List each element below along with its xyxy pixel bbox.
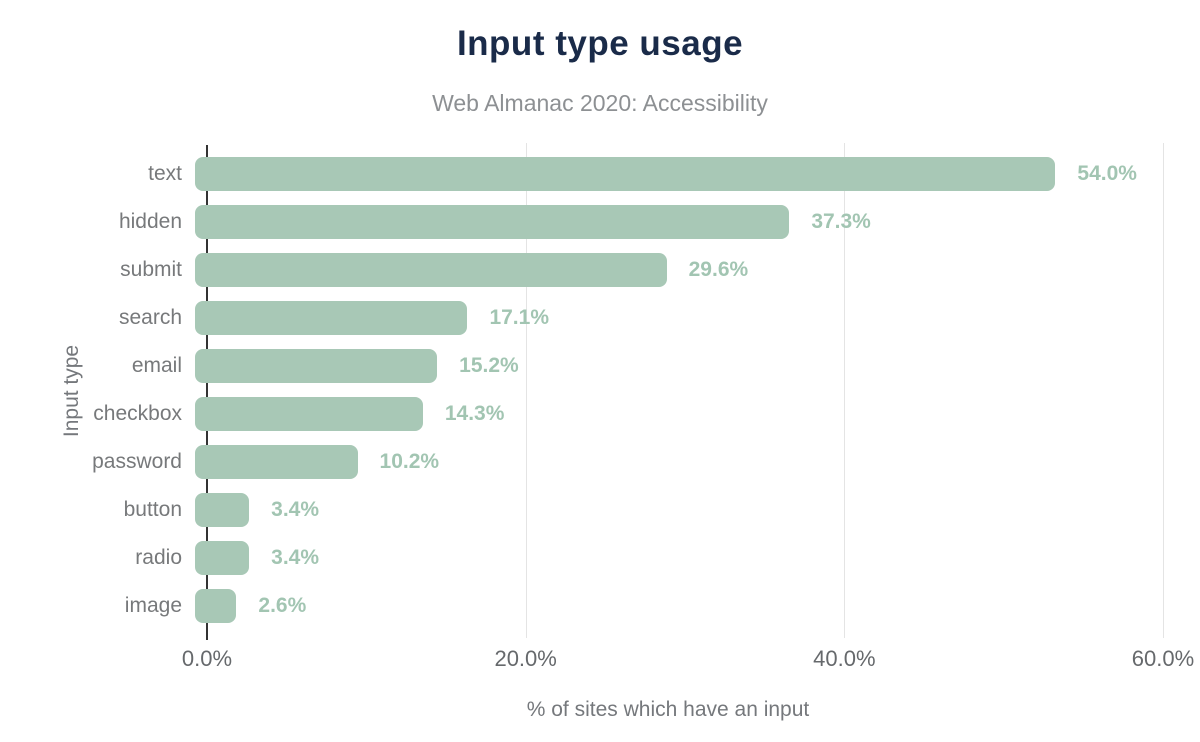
category-label: search [118, 306, 182, 329]
value-label: 15.2% [459, 354, 519, 377]
value-label: 3.4% [271, 498, 320, 521]
value-label: 29.6% [688, 258, 749, 281]
gridline-20 [525, 143, 527, 638]
gridline-40 [844, 143, 846, 638]
bar [195, 157, 1056, 191]
chart-title: Input type usage [456, 24, 744, 63]
category-label: radio [135, 546, 182, 569]
bar-row-image: image 2.6% [0, 582, 1200, 630]
bar-row-button: button 3.4% [0, 486, 1200, 534]
value-label: 17.1% [489, 306, 549, 329]
x-tick-label: 0.0% [181, 646, 233, 671]
bar-row-email: email 15.2% [0, 342, 1200, 390]
category-label: image [124, 594, 182, 617]
x-tick-label: 20.0% [494, 646, 557, 671]
x-tick-label: 40.0% [813, 646, 876, 671]
bar-rows: text 54.0% hidden 37.3% submit 29.6% search 17.… [0, 150, 1200, 630]
bar [195, 445, 358, 479]
gridline-60 [1163, 143, 1164, 638]
category-label: checkbox [93, 402, 182, 425]
plot-area: text 54.0% hidden 37.3% submit 29.6% search 17.… [0, 143, 1200, 640]
bar [195, 541, 250, 575]
value-label: 2.6% [258, 594, 307, 617]
category-label: button [123, 498, 182, 521]
bar-row-text: text 54.0% [0, 150, 1200, 198]
value-label: 37.3% [811, 210, 871, 233]
value-label: 54.0% [1077, 162, 1137, 185]
y-axis-title: Input type [60, 344, 83, 438]
bar [195, 205, 790, 239]
category-label: text [148, 162, 182, 185]
y-axis-line [206, 145, 208, 640]
bar [195, 493, 250, 527]
category-label: email [131, 354, 182, 377]
bar-row-submit: submit 29.6% [0, 246, 1200, 294]
bar [195, 349, 438, 383]
value-label: 10.2% [379, 450, 440, 473]
bar-row-hidden: hidden 37.3% [0, 198, 1200, 246]
bar-row-password: password 10.2% [0, 438, 1200, 486]
chart-subtitle: Web Almanac 2020: Accessibility [432, 90, 768, 116]
bar [195, 253, 667, 287]
bar [195, 589, 237, 623]
bar [195, 301, 468, 335]
category-label: password [92, 450, 182, 473]
value-label: 3.4% [271, 546, 320, 569]
bar-row-checkbox: checkbox 14.3% [0, 390, 1200, 438]
x-axis-title: % of sites which have an input [526, 698, 810, 721]
bar-row-radio: radio 3.4% [0, 534, 1200, 582]
category-label: hidden [118, 210, 182, 233]
bar-row-search: search 17.1% [0, 294, 1200, 342]
bar [195, 397, 423, 431]
x-tick-label: 60.0% [1131, 646, 1195, 671]
category-label: submit [120, 258, 182, 281]
value-label: 14.3% [444, 402, 505, 425]
